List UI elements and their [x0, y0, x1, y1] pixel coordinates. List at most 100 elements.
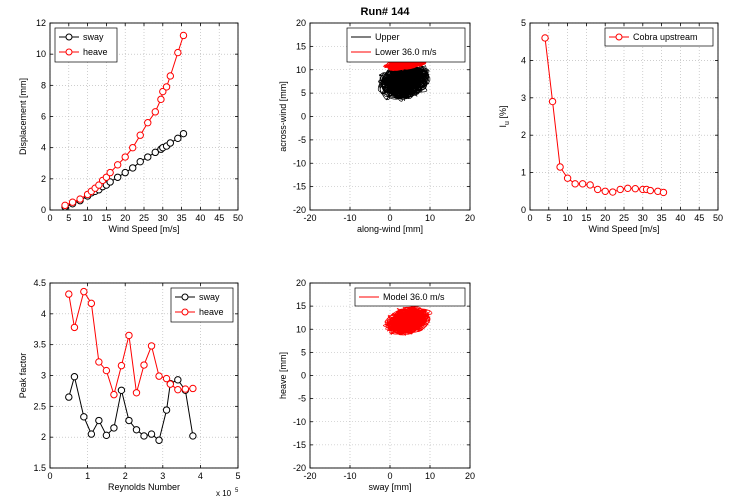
data-point [159, 87, 167, 96]
x-tick-label: 30 [638, 213, 648, 223]
axes-frame [309, 282, 471, 469]
x-tick-label: 50 [233, 213, 243, 223]
y-tick-label: -5 [298, 394, 306, 404]
x-tick-label: -20 [303, 471, 316, 481]
legend-label: heave [83, 47, 108, 57]
y-tick-label: 4 [41, 309, 46, 319]
y-tick-label: 20 [296, 278, 306, 288]
data-point [179, 129, 188, 138]
data-point [631, 184, 639, 193]
data-point [162, 406, 171, 414]
data-point [117, 386, 126, 394]
legend-box [354, 287, 466, 307]
y-axis-label: Peak factor [18, 353, 28, 399]
data-point [125, 416, 133, 425]
data-point [601, 187, 609, 196]
x-tick-label: 2 [123, 471, 128, 481]
legend-label: Upper [375, 32, 400, 42]
legend-box [170, 287, 234, 323]
series-heave [65, 287, 197, 399]
data-point [65, 393, 73, 401]
y-tick-label: 0 [301, 112, 306, 122]
data-point [556, 163, 564, 171]
y-tick-label: 8 [41, 80, 46, 90]
legend-box [604, 27, 714, 47]
figure-title: Run# 144 [361, 6, 411, 18]
data-point [151, 108, 159, 116]
trajectory-trace [383, 305, 433, 336]
chart-sway-heave-scatter: -20 -10 0 10 20 -20 -15 -10 -5 0 5 10 15 20 sway [mm] h… [278, 278, 475, 492]
x-tick-label: 10 [425, 213, 435, 223]
legend: Cobra upstream [604, 27, 714, 47]
data-point [174, 376, 182, 384]
data-point [136, 131, 144, 139]
data-point [95, 416, 103, 425]
y-tick-label: 5 [301, 88, 306, 98]
data-point [68, 198, 77, 206]
y-axis-label: Iu [%] [498, 106, 511, 128]
x-tick-label: 35 [657, 213, 667, 223]
data-point [548, 97, 557, 106]
data-point [129, 164, 137, 172]
data-point [87, 430, 96, 438]
data-point [65, 290, 73, 298]
axes-frame [49, 22, 239, 211]
x-tick-label: 40 [675, 213, 685, 223]
x-tick-label: 50 [713, 213, 723, 223]
data-point [147, 342, 156, 350]
data-point [95, 358, 103, 366]
y-tick-label: 4 [41, 143, 46, 153]
legend-label: heave [199, 307, 224, 317]
data-point [102, 366, 111, 375]
data-point [157, 95, 165, 104]
y-tick-label: -20 [293, 463, 306, 473]
y-tick-label: 0 [41, 205, 46, 215]
x-tick-label: 45 [694, 213, 704, 223]
y-tick-label: 4.5 [33, 278, 46, 288]
data-point [70, 373, 79, 381]
data-point [147, 430, 156, 438]
data-point [174, 48, 182, 57]
x-axis-multiplier-exponent: 5 [235, 488, 239, 494]
y-tick-label: 0 [301, 371, 306, 381]
x-tick-label: 0 [47, 471, 52, 481]
x-tick-label: 1 [85, 471, 90, 481]
x-tick-label: 0 [387, 213, 392, 223]
x-axis-label: along-wind [mm] [357, 224, 423, 234]
y-tick-label: 3 [521, 93, 526, 103]
data-point [121, 168, 129, 177]
data-point [166, 139, 175, 147]
x-tick-label: 3 [160, 471, 165, 481]
data-point [102, 173, 111, 181]
axes-frame [309, 22, 471, 211]
data-point [174, 134, 182, 143]
data-point [80, 413, 88, 421]
x-axis-label: Wind Speed [m/s] [588, 224, 659, 234]
data-point [571, 180, 579, 188]
data-point [174, 385, 182, 394]
x-tick-label: 15 [581, 213, 591, 223]
x-tick-label: 30 [158, 213, 168, 223]
data-point [144, 119, 152, 127]
data-point [179, 31, 188, 40]
data-point [166, 72, 175, 80]
data-point [624, 184, 632, 193]
x-tick-label: 5 [235, 471, 240, 481]
data-layer [65, 287, 197, 444]
legend: sway heave [170, 287, 234, 323]
y-tick-label: 10 [296, 65, 306, 75]
y-axis-label: Displacement [mm] [18, 78, 28, 155]
legend-marker [615, 33, 623, 41]
data-point [541, 34, 549, 42]
data-point [110, 390, 118, 399]
x-tick-label: 20 [600, 213, 610, 223]
x-tick-label: 10 [563, 213, 573, 223]
y-tick-label: 12 [36, 18, 46, 28]
y-tick-label: 2 [41, 174, 46, 184]
x-tick-label: 0 [527, 213, 532, 223]
data-point [106, 178, 114, 186]
data-point [181, 385, 190, 393]
legend: sway heave [54, 27, 118, 63]
legend: Model 36.0 m/s [354, 287, 466, 307]
